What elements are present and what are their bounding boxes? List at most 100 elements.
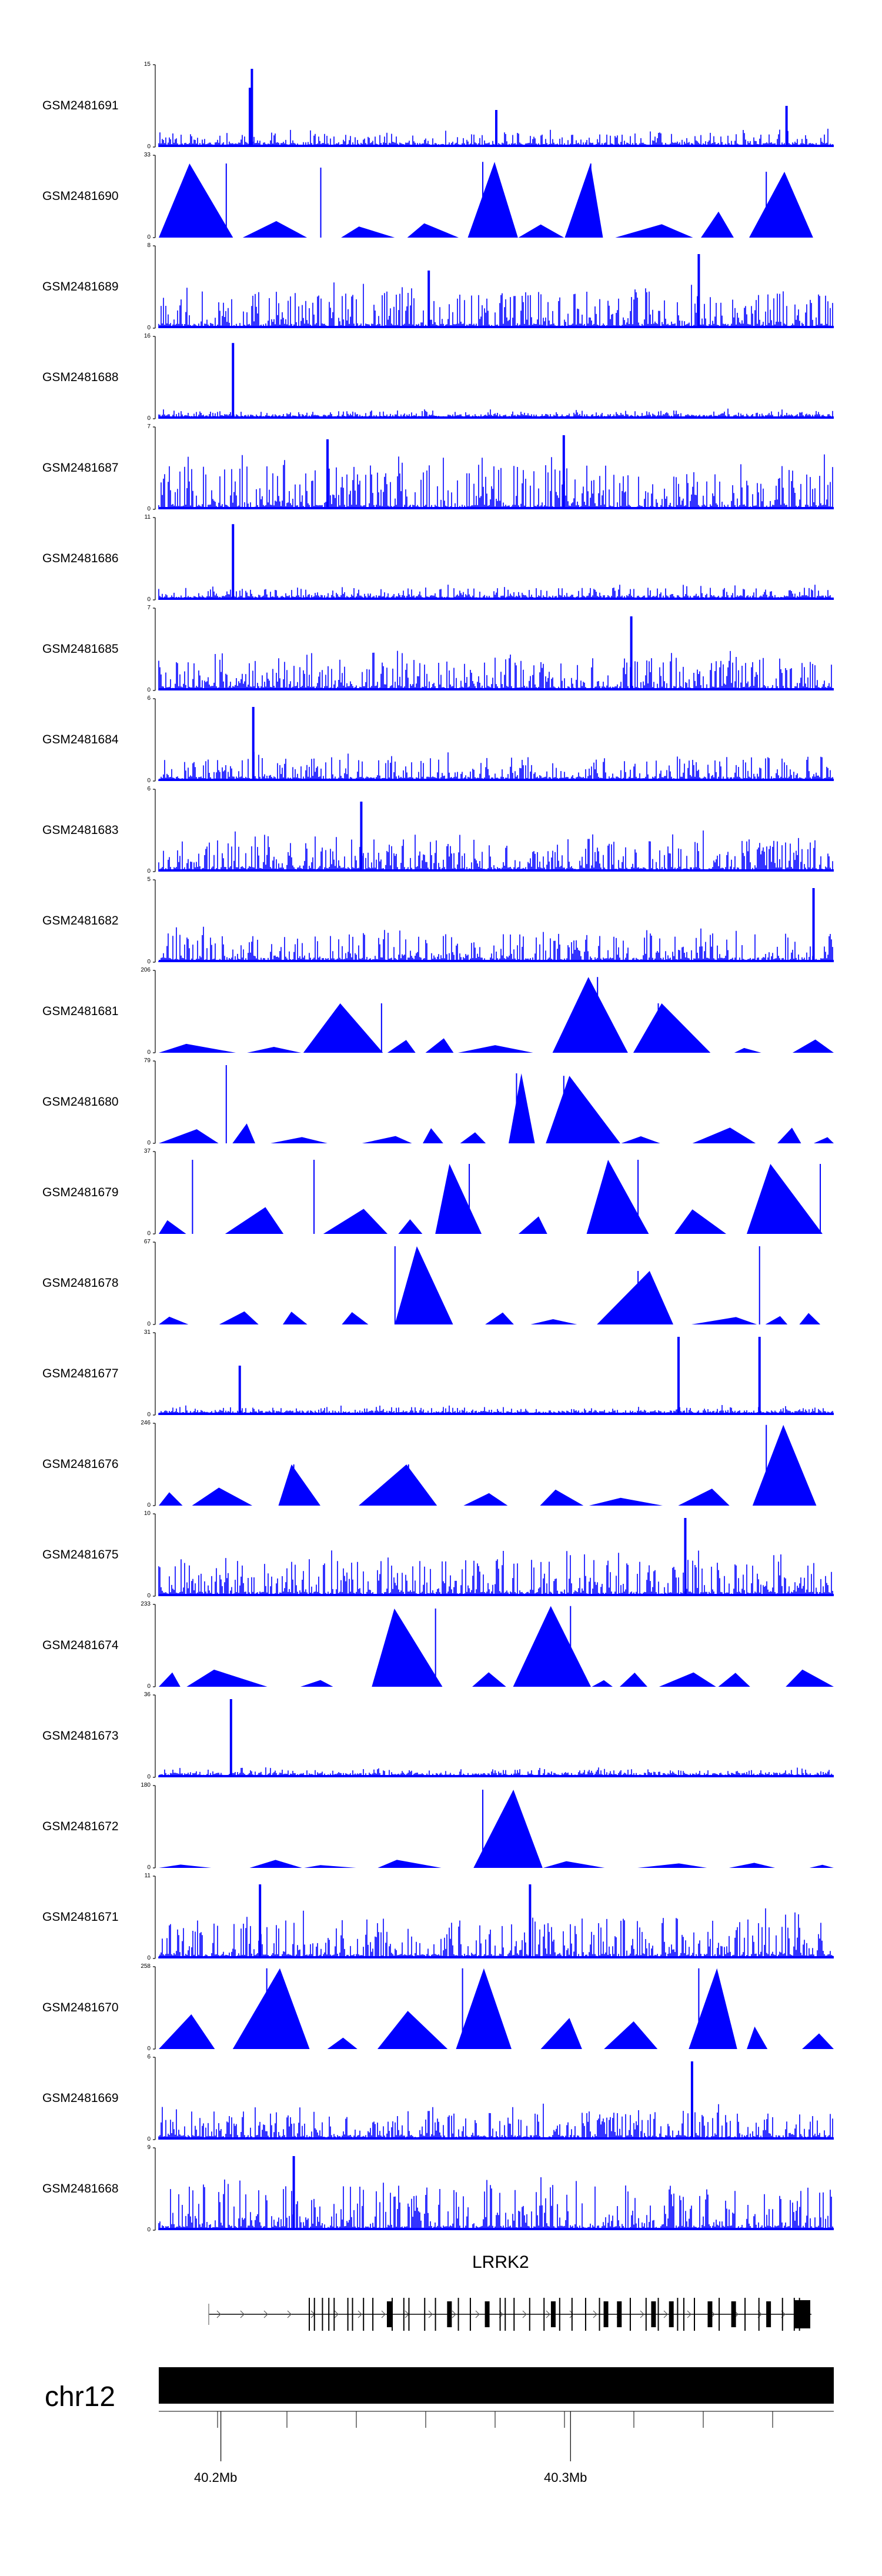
signal-bars (158, 650, 833, 690)
track-GSM2481674 (153, 1604, 834, 1687)
signal-block (159, 1672, 181, 1687)
exon (424, 2298, 426, 2331)
signal-baseline (159, 869, 834, 872)
signal-peak (677, 1337, 680, 1415)
track-label: GSM2481672 (42, 1820, 119, 1833)
y-axis-zero-label: 0 (147, 596, 151, 603)
signal-block (358, 1464, 437, 1506)
signal-block (813, 1137, 834, 1143)
track-label: GSM2481674 (42, 1639, 119, 1652)
signal-baseline (159, 145, 834, 147)
signal-bars (158, 926, 833, 962)
signal-block (303, 1003, 383, 1053)
y-axis-max-label: 246 (141, 1420, 151, 1426)
exon (391, 2298, 393, 2331)
signal-block (597, 1271, 674, 1324)
exon (629, 2298, 631, 2331)
exon (766, 2301, 771, 2327)
coordinate-tick-label-1: 40.2Mb (194, 2470, 238, 2485)
track-label: GSM2481690 (42, 189, 119, 203)
signal-block (799, 1313, 821, 1324)
track-GSM2481689 (153, 245, 834, 329)
exon (333, 2298, 335, 2331)
exon (372, 2298, 374, 2331)
gene-model (208, 2298, 811, 2331)
signal-block (729, 1863, 776, 1868)
track-GSM2481670 (153, 1966, 834, 2050)
y-axis-zero-label: 0 (147, 1502, 151, 1509)
y-axis-max-label: 36 (143, 1691, 151, 1698)
track-label: GSM2481670 (42, 2001, 119, 2014)
signal-block (159, 1316, 189, 1324)
signal-block (304, 1865, 356, 1868)
strand-arrow-icon (663, 2310, 668, 2318)
exon (677, 2298, 679, 2331)
gene-label: LRRK2 (472, 2253, 529, 2272)
exon (309, 2298, 310, 2331)
exon (469, 2298, 471, 2331)
signal-block (546, 1076, 620, 1143)
exon (571, 2298, 573, 2331)
signal-baseline (159, 326, 834, 328)
signal-block (718, 1673, 750, 1687)
track-label: GSM2481680 (42, 1095, 119, 1109)
signal-block (472, 1672, 506, 1687)
signal-block (219, 1311, 259, 1324)
track-label: GSM2481679 (42, 1186, 119, 1199)
signal-peak (229, 1699, 232, 1777)
track-GSM2481691 (153, 64, 834, 148)
y-axis-zero-label: 0 (147, 1593, 151, 1599)
signal-peak (232, 524, 235, 600)
exon (693, 2298, 695, 2331)
signal-peak (252, 707, 255, 781)
signal-block (659, 1672, 716, 1687)
y-axis-zero-label: 0 (147, 1412, 151, 1418)
signal-peak (248, 88, 251, 147)
track-GSM2481681 (153, 970, 834, 1053)
signal-peak (326, 439, 329, 509)
track-GSM2481669 (153, 2057, 834, 2140)
signal-block (792, 1039, 834, 1053)
track-label: GSM2481673 (42, 1729, 119, 1743)
track-GSM2481682 (153, 879, 834, 963)
signal-block (473, 1790, 543, 1868)
signal-block (809, 1864, 834, 1868)
signal-block (540, 2018, 582, 2049)
signal-peak (562, 435, 565, 509)
exon (328, 2298, 330, 2331)
signal-peak (238, 1366, 241, 1415)
y-axis-zero-label: 0 (147, 1955, 151, 1961)
exon (645, 2298, 647, 2331)
strand-arrow-icon (428, 2310, 433, 2318)
track-label: GSM2481684 (42, 733, 119, 746)
signal-block (615, 224, 693, 238)
signal-block (518, 1216, 547, 1234)
signal-bars (158, 2177, 833, 2230)
track-label: GSM2481682 (42, 914, 119, 927)
y-axis-max-label: 7 (147, 605, 151, 611)
track-label: GSM2481689 (42, 280, 119, 293)
y-axis-max-label: 33 (143, 152, 151, 158)
signal-block (159, 1043, 236, 1053)
exon (781, 2298, 783, 2331)
track-label: GSM2481677 (42, 1367, 119, 1380)
signal-peak (697, 254, 700, 328)
signal-block (621, 1136, 660, 1143)
y-axis-zero-label: 0 (147, 1321, 151, 1327)
y-axis-max-label: 10 (143, 1510, 151, 1517)
strand-arrow-icon (640, 2310, 644, 2318)
signal-peak (495, 110, 497, 147)
strand-arrow-icon (522, 2310, 527, 2318)
signal-peak (232, 343, 235, 419)
strand-arrow-icon (546, 2310, 550, 2318)
signal-block (300, 1680, 333, 1687)
signal-block (592, 1680, 613, 1687)
exon (457, 2298, 459, 2331)
signal-peak (758, 1337, 761, 1415)
strand-arrow-icon (475, 2310, 480, 2318)
signal-block (460, 1132, 486, 1143)
y-axis-zero-label: 0 (147, 415, 151, 422)
signal-block (802, 2033, 834, 2049)
exon (435, 2298, 436, 2331)
